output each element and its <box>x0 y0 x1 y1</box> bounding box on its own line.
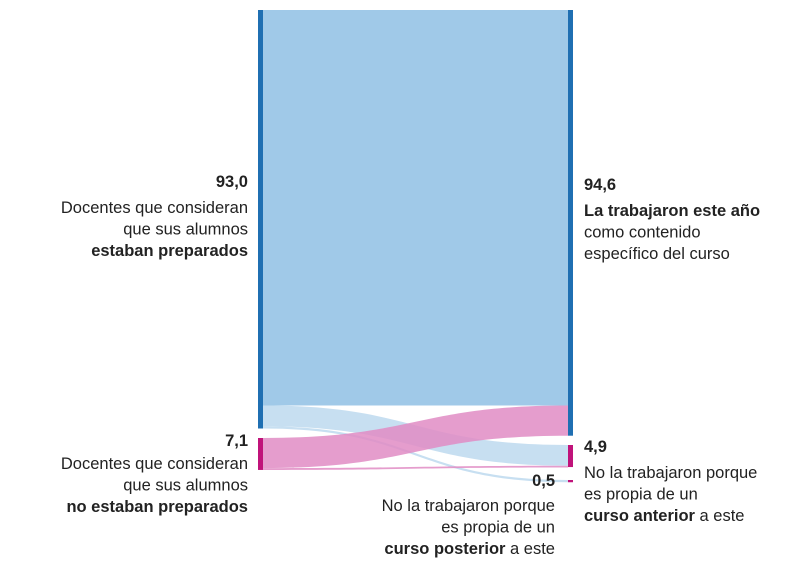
node-label: es propia de un <box>584 486 698 504</box>
node-label: No la trabajaron porque <box>584 464 757 482</box>
label-segment: que sus alumnos <box>123 477 248 495</box>
node-value: 4,9 <box>584 438 607 456</box>
flow <box>263 465 568 470</box>
node-label: estaban preparados <box>91 242 248 260</box>
links <box>263 10 568 483</box>
node-label: que sus alumnos <box>123 477 248 495</box>
node-label: Docentes que consideran <box>61 455 248 473</box>
label-segment: no estaban preparados <box>66 498 248 516</box>
label-segment: Docentes que consideran <box>61 199 248 217</box>
flow <box>263 426 568 483</box>
label-segment: La trabajaron este año <box>584 202 760 220</box>
flow <box>263 10 568 406</box>
node-label: específico del curso <box>584 245 730 263</box>
node-label: es propia de un <box>441 519 555 537</box>
node-label: curso anterior a este <box>584 507 745 525</box>
node-bar <box>568 10 573 436</box>
node-value: 93,0 <box>216 173 248 191</box>
node-bar <box>258 438 263 470</box>
label-segment: como contenido <box>584 224 701 242</box>
label-segment: es propia de un <box>584 486 698 504</box>
node-label: No la trabajaron porque <box>382 497 555 515</box>
node-label: curso posterior a este <box>384 540 555 558</box>
node-label: Docentes que consideran <box>61 199 248 217</box>
label-segment: estaban preparados <box>91 242 248 260</box>
node-value: 94,6 <box>584 176 616 194</box>
node-bar <box>258 10 263 429</box>
label-segment: curso posterior <box>384 540 506 558</box>
label-segment: es propia de un <box>441 519 555 537</box>
node-label: como contenido <box>584 224 701 242</box>
node-value: 0,5 <box>532 472 555 490</box>
label-segment: que sus alumnos <box>123 221 248 239</box>
node-label: que sus alumnos <box>123 221 248 239</box>
node-bar <box>568 480 573 483</box>
node-label: La trabajaron este año <box>584 202 760 220</box>
node-bar <box>568 445 573 468</box>
node-value: 7,1 <box>225 432 248 450</box>
label-segment: a este <box>695 507 745 525</box>
label-segment: No la trabajaron porque <box>382 497 555 515</box>
flow <box>263 405 568 469</box>
label-segment: a este <box>505 540 555 558</box>
label-segment: específico del curso <box>584 245 730 263</box>
label-segment: Docentes que consideran <box>61 455 248 473</box>
label-segment: No la trabajaron porque <box>584 464 757 482</box>
label-segment: curso anterior <box>584 507 696 525</box>
node-label: no estaban preparados <box>66 498 248 516</box>
